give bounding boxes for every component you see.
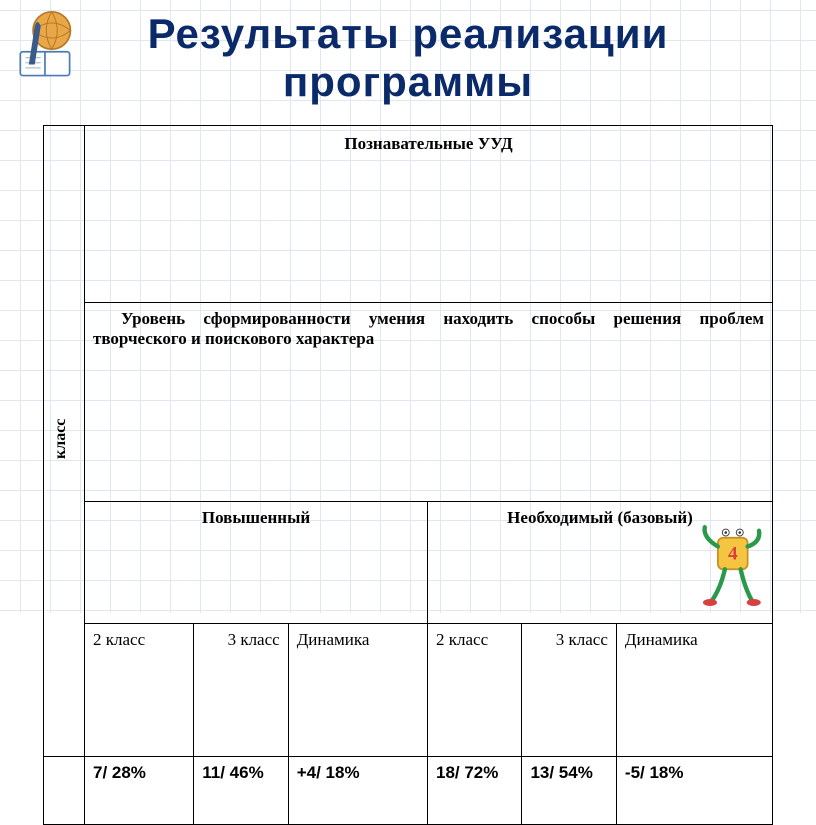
sub-header-5: Динамика [616,623,772,756]
header-row-1: Познавательные УУД [85,125,773,302]
sub-header-4: 3 класс [522,623,616,756]
data-cell-5: -5/ 18% [616,756,772,824]
data-cell-2: +4/ 18% [288,756,427,824]
data-cell-3: 18/ 72% [428,756,522,824]
results-table: класс Познавательные УУД Уровень сформир… [43,125,773,825]
sub-header-2: Динамика [288,623,427,756]
sub-header-0: 2 класс [85,623,194,756]
sub-header-1: 3 класс [194,623,288,756]
level-header-1: Необходимый (базовый) [428,501,773,623]
side-label: класс [52,132,76,745]
data-cell-0: 7/ 28% [85,756,194,824]
level-header-0: Повышенный [85,501,428,623]
side-label-cell: класс [44,125,85,756]
data-cell-1: 11/ 46% [194,756,288,824]
data-cell-4: 13/ 54% [522,756,616,824]
page-title: Результаты реализации программы [40,10,776,107]
empty-side-cell [44,756,85,824]
sub-header-3: 2 класс [428,623,522,756]
header-row-2: Уровень сформированности умения находить… [85,302,773,501]
